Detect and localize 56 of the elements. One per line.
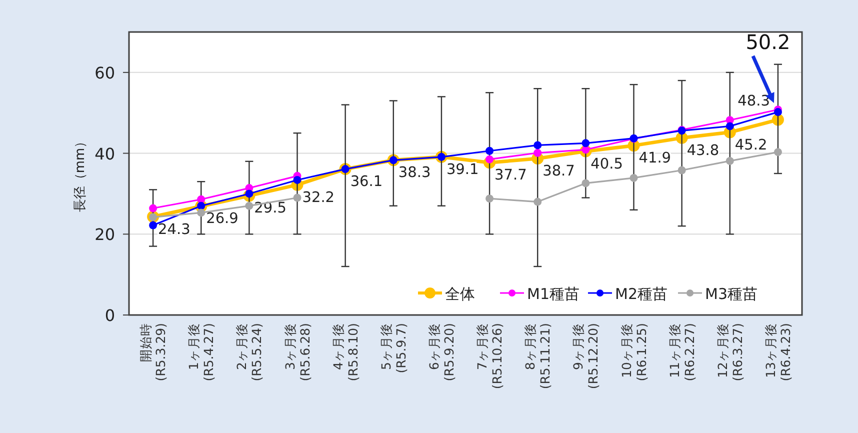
y-tick-label: 0 — [104, 306, 115, 325]
x-tick-label: 10ヶ月後 (R6.1.25) — [618, 323, 649, 382]
data-label: 24.3 — [158, 222, 190, 238]
legend-label: M3種苗 — [705, 285, 758, 303]
y-axis-title: 長径（mm） — [73, 134, 88, 212]
legend-label: M2種苗 — [615, 285, 668, 303]
x-tick-label: 12ヶ月後 (R6.3.27) — [714, 323, 745, 382]
x-tick-label: 8ヶ月後 (R5.11.21) — [522, 323, 553, 390]
x-tick-label: 5ヶ月後 (R5.9.7) — [378, 323, 408, 374]
annotation: 50.2 — [746, 30, 790, 54]
y-tick-label: 20 — [94, 225, 115, 244]
point — [293, 176, 302, 184]
y-tick-label: 40 — [94, 144, 115, 164]
x-tick-label: 開始時 (R5.3.29) — [138, 323, 168, 382]
data-label: 40.5 — [590, 156, 623, 172]
x-tick-label: 13ヶ月後 (R6.4.23) — [762, 323, 793, 382]
data-label: 38.3 — [398, 165, 431, 182]
data-label: 37.7 — [494, 168, 527, 184]
point — [534, 148, 542, 157]
point — [726, 122, 734, 130]
legend-label: 全体 — [445, 285, 475, 303]
point — [774, 148, 782, 156]
point — [582, 139, 590, 148]
point — [726, 156, 734, 165]
legend-label: M1種苗 — [527, 285, 580, 303]
x-tick-label: 6ヶ月後 (R5.9.20) — [426, 323, 456, 382]
data-label: 39.1 — [446, 162, 479, 178]
point — [678, 166, 686, 174]
point — [630, 174, 638, 182]
point — [774, 108, 782, 116]
y-tick-label: 60 — [94, 63, 115, 82]
x-tick-label: 2ヶ月後 (R5.5.24) — [234, 323, 264, 382]
point — [293, 194, 302, 202]
x-tick-label: 11ヶ月後 (R6.2.27) — [666, 323, 697, 382]
point — [582, 179, 590, 188]
x-tick-label: 1ヶ月後 (R5.4.27) — [186, 323, 216, 382]
data-label: 32.2 — [302, 190, 335, 206]
data-label: 38.7 — [542, 164, 575, 180]
x-tick-label: 9ヶ月後 (R5.12.20) — [570, 323, 601, 390]
point — [149, 221, 158, 230]
data-label: 26.9 — [206, 211, 238, 228]
data-label: 41.9 — [638, 150, 672, 167]
point — [197, 208, 206, 217]
point — [534, 141, 542, 150]
x-tick-label: 4ヶ月後 (R5.8.10) — [330, 323, 360, 382]
data-label: 48.3 — [738, 94, 770, 110]
point — [534, 198, 542, 206]
x-tick-label: 7ヶ月後 (R5.10.26) — [474, 323, 505, 390]
x-tick-label: 3ヶ月後 (R5.6.28) — [282, 323, 312, 382]
data-label: 36.1 — [350, 174, 383, 190]
point — [149, 204, 158, 212]
data-label: 45.2 — [734, 137, 768, 154]
point — [486, 194, 494, 203]
point — [486, 146, 494, 155]
data-label: 43.8 — [686, 142, 720, 159]
point — [245, 202, 254, 210]
